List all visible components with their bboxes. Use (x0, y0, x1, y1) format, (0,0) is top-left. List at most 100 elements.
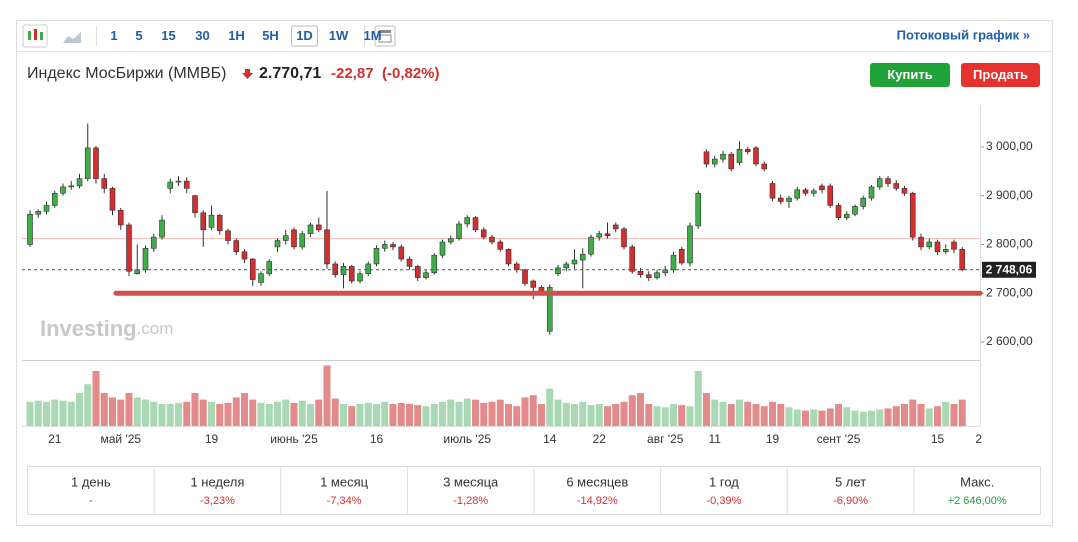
timeframe[interactable]: 5 (135, 28, 142, 43)
candle-body (282, 235, 289, 241)
x-tick-label: 15 (931, 432, 945, 446)
buy-button[interactable]: Купить (870, 63, 950, 87)
volume-bar (51, 399, 59, 426)
y-tick-label: 3 000,00 (986, 139, 1033, 153)
timeframe[interactable]: 1H (228, 28, 245, 43)
timeframe[interactable]: 1M (363, 28, 381, 43)
x-tick-label: май '25 (100, 432, 141, 446)
candle-body (117, 210, 124, 226)
candle-body (612, 224, 619, 230)
volume-bar (686, 406, 694, 426)
volume-bar (92, 371, 100, 426)
volume-bar (414, 405, 422, 426)
volume-bar (249, 399, 257, 426)
volume-bar (447, 399, 455, 426)
volume-bar (76, 393, 83, 426)
candle-body (447, 238, 454, 243)
volume-bar (769, 401, 776, 426)
candle-body (299, 233, 306, 248)
candle-body (761, 163, 768, 170)
candle-body (398, 246, 405, 260)
buy-label[interactable]: Купить (887, 67, 932, 82)
volume-bar (331, 398, 339, 426)
candle-body (480, 229, 487, 238)
candle-body (93, 147, 99, 179)
candle-body (827, 185, 834, 206)
candle-body (241, 251, 248, 260)
candle-body (654, 272, 660, 278)
volume-bar (208, 401, 215, 426)
candle-body (60, 186, 66, 194)
volume-bar (505, 404, 512, 426)
volume-bar (546, 388, 554, 426)
volume-bar (851, 410, 859, 426)
sell-bg[interactable] (961, 63, 1040, 87)
candles-icon[interactable] (22, 24, 48, 48)
volume-bar (694, 371, 702, 426)
volume-bar (463, 398, 471, 426)
buy-bg[interactable] (870, 63, 950, 87)
candle-body (497, 241, 504, 250)
down-arrow (242, 69, 253, 79)
volume-bar (661, 407, 669, 426)
candle-body (786, 197, 792, 202)
volume-bar (513, 406, 521, 426)
sell-button[interactable]: Продать (961, 63, 1040, 87)
candle-body (373, 248, 380, 265)
volume-bar (637, 393, 644, 426)
volume-bar (826, 408, 834, 426)
timeframe[interactable]: 5H (262, 28, 279, 43)
x-tick-label: июнь '25 (270, 432, 318, 446)
candle-body (431, 254, 438, 274)
sell-label[interactable]: Продать (973, 67, 1028, 82)
candle-body (159, 219, 165, 238)
timeframe[interactable]: 1 (110, 28, 117, 43)
volume-bar (117, 399, 125, 426)
y-tick-label: 2 900,00 (986, 188, 1033, 202)
candle-body (183, 180, 190, 189)
volume-bar (191, 393, 199, 426)
timeframe-active[interactable] (291, 25, 318, 47)
x-tick-label: 22 (593, 432, 607, 446)
candle-body (381, 244, 388, 249)
volume-bar (595, 404, 603, 426)
candle-body (852, 206, 858, 215)
x-tick-label: 11 (709, 432, 722, 446)
volume-bar (224, 402, 232, 426)
change: -22,87 (331, 65, 374, 82)
last-price-label: 2 748,06 (986, 262, 1033, 276)
candle-body (951, 241, 957, 250)
candle-body (150, 236, 157, 249)
frame (16, 20, 1053, 526)
volume-bar (554, 399, 562, 426)
timeframe[interactable]: 1W (329, 28, 349, 43)
volume-bar (142, 399, 149, 426)
timeframe[interactable]: 30 (195, 28, 209, 43)
candle-body (753, 147, 759, 165)
watermark-brand-text: Investing (40, 316, 137, 341)
volume-bar (84, 384, 92, 426)
volume-bar (942, 401, 950, 426)
timeframe[interactable]: 15 (161, 28, 175, 43)
x-tick-label: авг '25 (647, 432, 684, 446)
candle-body (621, 228, 627, 248)
candle-body (588, 236, 594, 255)
candle-body (728, 153, 735, 170)
candle-body (868, 186, 875, 199)
volume-bar (397, 402, 405, 426)
stream-link[interactable]: Потоковый график » (897, 27, 1030, 42)
volume-bar (422, 406, 430, 426)
timeframe[interactable]: 1D (296, 28, 313, 43)
calendar-icon[interactable] (374, 25, 396, 47)
volume-bar (232, 397, 240, 426)
volume-bar (777, 404, 785, 426)
candle-body (637, 270, 644, 275)
candle-body (810, 190, 817, 194)
area-icon[interactable] (63, 32, 81, 43)
candle-body (192, 195, 198, 214)
volume-bar (752, 404, 760, 426)
candle-body (678, 249, 685, 264)
volume-bar (274, 401, 281, 426)
candle-body (769, 183, 776, 199)
